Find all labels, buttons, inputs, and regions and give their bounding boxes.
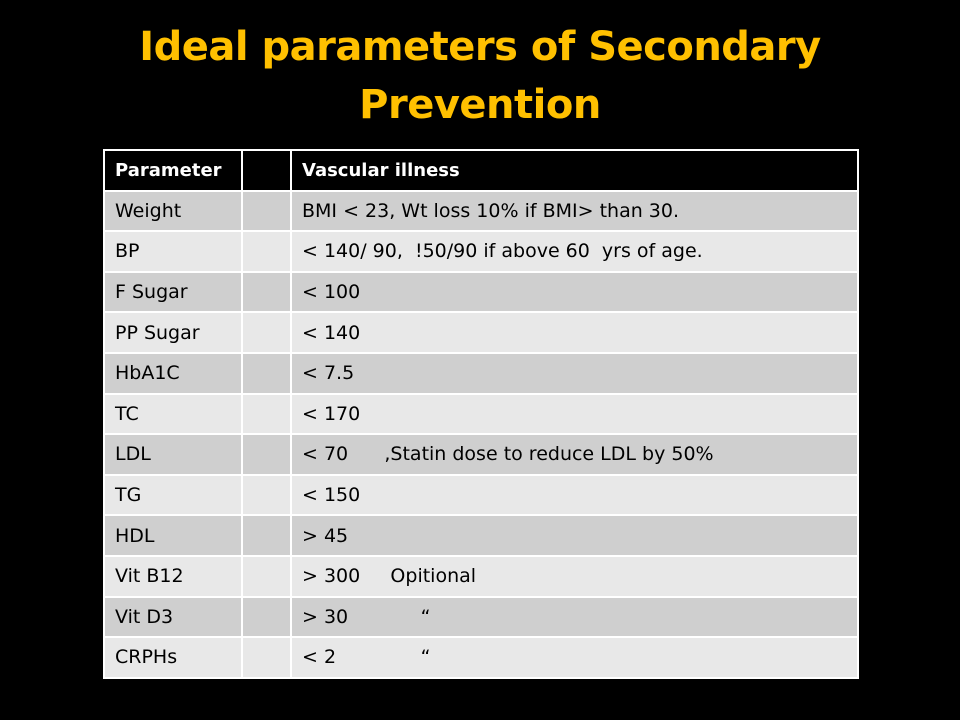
blank-cell <box>241 433 292 476</box>
value-cell: < 2 “ <box>290 636 859 679</box>
blank-cell <box>241 473 292 517</box>
blank-cell <box>241 351 292 395</box>
parameter-cell: LDL <box>103 433 243 476</box>
parameter-cell: BP <box>103 230 243 273</box>
slide-title-line-1: Ideal parameters of Secondary <box>139 24 821 70</box>
value-cell: > 45 <box>290 514 859 557</box>
table-row: TC < 170 <box>103 392 859 436</box>
parameter-cell: CRPHs <box>103 636 243 679</box>
parameter-cell: F Sugar <box>103 270 243 314</box>
table-row: CRPHs < 2 “ <box>103 636 859 679</box>
parameter-cell: HDL <box>103 514 243 557</box>
blank-cell <box>241 636 292 679</box>
blank-cell <box>241 554 292 598</box>
parameter-cell: Vit B12 <box>103 554 243 598</box>
parameters-table: Parameter Vascular illness Weight BMI < … <box>103 149 859 679</box>
value-cell: < 7.5 <box>290 351 859 395</box>
table-row: Vit B12 > 300 Opitional <box>103 554 859 598</box>
value-cell: > 300 Opitional <box>290 554 859 598</box>
table-row: F Sugar < 100 <box>103 270 859 314</box>
table-row: PP Sugar < 140 <box>103 311 859 354</box>
parameter-cell: TG <box>103 473 243 517</box>
table-row: Weight BMI < 23, Wt loss 10% if BMI> tha… <box>103 189 859 233</box>
table-row: TG < 150 <box>103 473 859 517</box>
value-cell: > 30 “ <box>290 595 859 639</box>
parameter-cell: TC <box>103 392 243 436</box>
header-parameter: Parameter <box>103 149 243 192</box>
header-vascular-illness: Vascular illness <box>290 149 859 192</box>
blank-cell <box>241 514 292 557</box>
table-row: HbA1C < 7.5 <box>103 351 859 395</box>
slide-title: Ideal parameters of Secondary Prevention <box>60 18 900 134</box>
table-row: LDL < 70 ,Statin dose to reduce LDL by 5… <box>103 433 859 476</box>
blank-cell <box>241 230 292 273</box>
blank-cell <box>241 392 292 436</box>
parameter-cell: HbA1C <box>103 351 243 395</box>
blank-cell <box>241 189 292 233</box>
value-cell: < 140 <box>290 311 859 354</box>
header-blank <box>241 149 292 192</box>
blank-cell <box>241 311 292 354</box>
table-header-row: Parameter Vascular illness <box>103 149 859 192</box>
table-row: BP < 140/ 90, !50/90 if above 60 yrs of … <box>103 230 859 273</box>
table-row: Vit D3 > 30 “ <box>103 595 859 639</box>
value-cell: < 170 <box>290 392 859 436</box>
value-cell: BMI < 23, Wt loss 10% if BMI> than 30. <box>290 189 859 233</box>
value-cell: < 100 <box>290 270 859 314</box>
value-cell: < 70 ,Statin dose to reduce LDL by 50% <box>290 433 859 476</box>
parameter-cell: PP Sugar <box>103 311 243 354</box>
table-row: HDL > 45 <box>103 514 859 557</box>
blank-cell <box>241 595 292 639</box>
value-cell: < 150 <box>290 473 859 517</box>
parameter-cell: Vit D3 <box>103 595 243 639</box>
parameter-cell: Weight <box>103 189 243 233</box>
blank-cell <box>241 270 292 314</box>
slide-title-line-2: Prevention <box>359 82 601 128</box>
value-cell: < 140/ 90, !50/90 if above 60 yrs of age… <box>290 230 859 273</box>
